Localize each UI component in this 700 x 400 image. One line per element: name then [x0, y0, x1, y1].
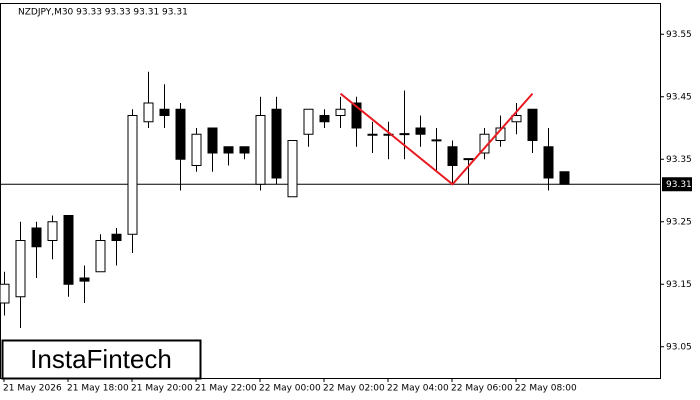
- candle-body: [367, 133, 378, 136]
- candle-body: [63, 215, 74, 285]
- candle-body: [287, 140, 298, 198]
- candle-body: [191, 133, 202, 166]
- chart-header: NZDJPY,M30 93.33 93.33 93.31 93.31: [18, 8, 188, 18]
- x-tick-label: 22 May 02:00: [323, 384, 385, 394]
- x-tick-label: 21 May 20:00: [131, 384, 193, 394]
- candle-body: [303, 108, 314, 135]
- candle-body: [15, 240, 26, 298]
- logo-box: [1, 339, 202, 380]
- x-tick-label: 22 May 00:00: [259, 384, 321, 394]
- candle-body: [399, 133, 410, 136]
- y-tick-label: 93.55: [666, 30, 692, 40]
- candle-body: [127, 115, 138, 235]
- candle-body: [143, 102, 154, 123]
- candle-body: [159, 108, 170, 116]
- price-label: 93.31: [666, 180, 692, 190]
- x-tick-label: 21 May 18:00: [67, 384, 129, 394]
- price-label-box: [662, 177, 692, 192]
- candle-body: [511, 115, 522, 123]
- candle-body: [31, 227, 42, 248]
- logo: InstaFintech: [30, 344, 172, 374]
- y-tick-label: 93.25: [666, 217, 692, 227]
- x-tick-label: 22 May 04:00: [387, 384, 449, 394]
- candle-body: [383, 133, 394, 136]
- candle-body: [271, 108, 282, 179]
- plot-frame: [0, 3, 661, 379]
- candle-body: [175, 108, 186, 160]
- candle-body: [447, 146, 458, 166]
- candle-body: [0, 283, 10, 304]
- y-tick-label: 93.15: [666, 280, 692, 290]
- candle-body: [431, 139, 442, 142]
- x-tick-label: 21 May 2026: [3, 384, 62, 394]
- candle-body: [335, 108, 346, 116]
- y-tick-label: 93.45: [666, 92, 692, 102]
- x-tick-label: 21 May 22:00: [195, 384, 257, 394]
- candle-body: [543, 146, 554, 179]
- candle-body: [527, 108, 538, 141]
- candle-body: [559, 171, 570, 185]
- x-tick-label: 22 May 08:00: [515, 384, 577, 394]
- candle-body: [239, 146, 250, 154]
- pattern-line: [339, 92, 534, 186]
- candle-body: [223, 146, 234, 154]
- candle-body: [255, 115, 266, 185]
- candle-body: [95, 240, 106, 273]
- x-tick-label: 22 May 06:00: [451, 384, 513, 394]
- y-tick-label: 93.35: [666, 155, 692, 165]
- candle-body: [463, 158, 474, 161]
- candle-body: [111, 233, 122, 241]
- candle-body: [351, 102, 362, 129]
- candle-body: [47, 221, 58, 241]
- candle-body: [207, 127, 218, 154]
- candle-body: [319, 115, 330, 123]
- candle-body: [79, 277, 90, 282]
- y-tick-label: 93.05: [666, 342, 692, 352]
- candle-body: [415, 127, 426, 135]
